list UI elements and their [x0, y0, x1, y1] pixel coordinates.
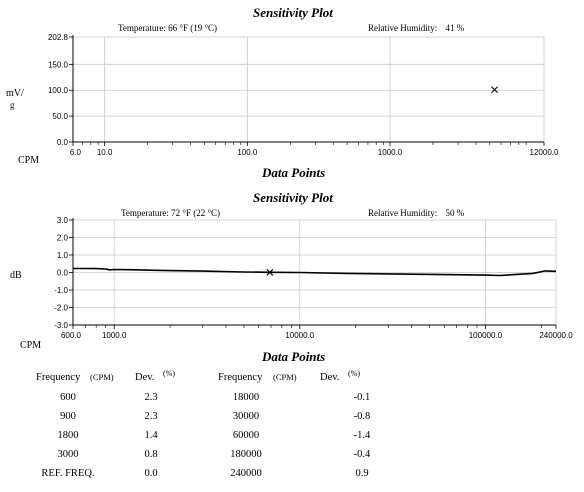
table-header-cell: (CPM)	[273, 372, 297, 382]
table-header-cell: Dev.	[320, 372, 340, 383]
chart2-ylabel: dB	[10, 270, 22, 281]
table-cell: -0.4	[353, 449, 371, 460]
chart2-x-tick-label: 10000.0	[285, 331, 314, 340]
table-cell: 600	[60, 392, 76, 403]
chart1-ylabel-top: mV/	[6, 88, 24, 99]
chart1-x-tick-label: 6.0	[70, 148, 82, 157]
table-cell: 180000	[230, 449, 262, 460]
chart2-y-tick-label: -1.0	[54, 286, 68, 295]
chart2-x-tick-label: 1000.0	[102, 331, 127, 340]
chart1-temperature: Temperature: 66 °F (19 °C)	[118, 23, 217, 33]
table-cell: REF. FREQ.	[41, 468, 95, 479]
chart2-y-tick-label: -3.0	[54, 321, 68, 330]
chart1-title: Sensitivity Plot	[253, 5, 333, 20]
chart2-humidity-value: 50 %	[445, 208, 465, 218]
table-cell: 900	[60, 411, 76, 422]
table-cell: -0.8	[353, 411, 371, 422]
chart1-y-tick-label: 150.0	[48, 60, 69, 69]
chart1-humidity-value: 41 %	[445, 23, 465, 33]
table-cell: 0.9	[355, 468, 369, 479]
chart1-data-points-heading: Data Points	[262, 165, 326, 180]
chart1-x-tick-label: 12000.0	[530, 148, 559, 157]
table-cell: -0.1	[353, 392, 371, 403]
table-cell: 60000	[232, 430, 260, 441]
chart1-plot: 202.8 150.0 100.0 50.0 0.06.0 10.0 100.0 1000.0…	[48, 33, 559, 157]
chart2-temperature: Temperature: 72 °F (22 °C)	[121, 208, 220, 218]
chart1-y-tick-label: 0.0	[57, 138, 69, 147]
chart2-humidity-label: Relative Humidity:	[368, 208, 438, 218]
table-cell: -1.4	[353, 430, 371, 441]
chart2-y-tick-label: 0.0	[57, 269, 69, 278]
chart1-y-tick-label: 100.0	[48, 86, 69, 95]
chart2-x-tick-label: 240000.0	[539, 331, 573, 340]
chart2-y-tick-label: -2.0	[54, 304, 68, 313]
chart2-y-tick-label: 2.0	[57, 234, 69, 243]
table-cell: 0.8	[144, 449, 158, 460]
table-cell: 240000	[230, 468, 262, 479]
table-cell: 2.3	[144, 392, 158, 403]
table-cell: 2.3	[144, 411, 158, 422]
table-header-cell: (%)	[163, 369, 175, 378]
chart2-title: Sensitivity Plot	[253, 190, 333, 205]
chart1-x-tick-label: 1000.0	[378, 148, 403, 157]
table-cell: 1.4	[144, 430, 158, 441]
chart2-temperature-value: 72 °F (22 °C)	[171, 208, 221, 218]
table-header-cell: (CPM)	[90, 372, 114, 382]
table-cell: 30000	[232, 411, 260, 422]
chart2-x-tick-label: 600.0	[61, 331, 82, 340]
chart1-x-tick-label: 100.0	[237, 148, 258, 157]
table-cell: 3000	[57, 449, 79, 460]
chart1-humidity-label: Relative Humidity:	[368, 23, 438, 33]
table-cell: 18000	[232, 392, 260, 403]
chart2-x-tick-label: 100000.0	[469, 331, 503, 340]
chart2-data-marker	[266, 268, 274, 276]
table-cell: 1800	[57, 430, 79, 441]
chart2-xlabel: CPM	[20, 340, 42, 351]
chart1-ylabel-bottom: g	[10, 100, 15, 110]
chart2-y-tick-label: 3.0	[57, 216, 69, 225]
table-header-cell: Frequency	[218, 372, 263, 383]
chart2-humidity: Relative Humidity: 50 %	[368, 208, 464, 218]
chart2-temperature-label: Temperature:	[121, 208, 169, 218]
chart2-y-tick-label: 1.0	[57, 251, 69, 260]
chart1-xlabel: CPM	[18, 155, 40, 166]
table-header-cell: Frequency	[36, 372, 81, 383]
table-header-cell: Dev.	[135, 372, 155, 383]
chart1-humidity: Relative Humidity: 41 %	[368, 23, 464, 33]
table-cell: 0.0	[144, 468, 158, 479]
chart1-x-tick-label: 10.0	[97, 148, 113, 157]
chart1-temperature-label: Temperature:	[118, 23, 166, 33]
chart1-y-tick-label: 202.8	[48, 33, 69, 42]
chart2-series-line	[73, 267, 557, 277]
chart1-y-tick-label: 50.0	[52, 112, 68, 121]
chart1-temperature-value: 66 °F (19 °C)	[168, 23, 218, 33]
chart1-data-marker	[491, 86, 498, 94]
chart2-data-points-heading: Data Points	[262, 349, 326, 364]
table-header-cell: (%)	[348, 369, 360, 378]
